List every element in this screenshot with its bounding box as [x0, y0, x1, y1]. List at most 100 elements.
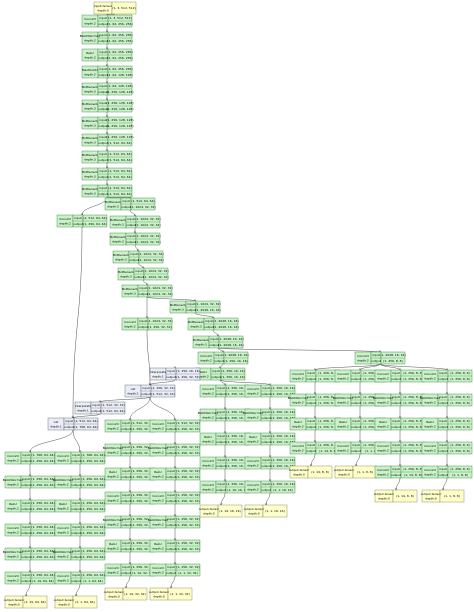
- node-name: BatchNorm2d: [333, 396, 354, 400]
- output-shape: (1, 256, 8, 8): [403, 425, 423, 429]
- output-shape: (1, 256, 16, 16): [271, 440, 294, 444]
- node-name: output-tensor: [244, 507, 265, 511]
- input-label: input: [122, 517, 131, 521]
- output-label: output: [166, 547, 177, 551]
- node-depth: depth:2: [107, 571, 119, 575]
- node-name: output-tensor: [104, 590, 125, 594]
- output-shape: (1, 256, 32, 32): [131, 547, 154, 551]
- output-label: output: [166, 499, 177, 503]
- input-label: input: [439, 443, 448, 447]
- input-label: input: [392, 467, 401, 471]
- node-depth: depth:0: [248, 512, 260, 516]
- output-label: output: [166, 375, 177, 379]
- output-shape: (1, 256, 16, 16): [224, 359, 247, 363]
- input-label: input: [167, 469, 176, 473]
- output-shape: (1, 256, 32, 32): [176, 375, 199, 379]
- input-label: input: [99, 101, 108, 105]
- edge: [137, 262, 144, 269]
- node-name: output-tensor: [54, 598, 75, 602]
- output-label: output: [71, 507, 82, 511]
- output-shape: (1, 256, 16, 16): [226, 392, 249, 396]
- output-label: output: [261, 392, 272, 396]
- input-label: input: [72, 525, 81, 529]
- node-depth: depth:3: [84, 192, 96, 196]
- node-name: BatchNorm2d: [3, 550, 24, 554]
- output-shape: (1, 256, 8, 8): [450, 401, 470, 405]
- shape-cell: [72, 595, 98, 609]
- output-label: output: [121, 547, 132, 551]
- input-shape: (1, 2048, 16, 16): [218, 337, 243, 341]
- output-label: output: [98, 56, 109, 60]
- input-label: input: [262, 482, 271, 486]
- output-label: output: [391, 473, 402, 477]
- output-label: output: [306, 425, 317, 429]
- output-shape: (1, 1, 8, 8): [452, 473, 468, 477]
- node-name: output-tensor: [334, 468, 355, 472]
- input-shape: (1, 256, 8, 8): [403, 395, 423, 399]
- input-label: input: [439, 467, 448, 471]
- edge: [72, 413, 101, 419]
- node-depth: depth:2: [57, 531, 69, 535]
- output-label: output: [98, 141, 109, 145]
- input-shape: (1, 256, 8, 8): [403, 467, 423, 471]
- edge: [212, 329, 219, 337]
- node-depth: depth:2: [377, 449, 389, 453]
- edge: [146, 296, 196, 302]
- input-label: input: [352, 395, 361, 399]
- output-label: output: [306, 401, 317, 405]
- input-label: input: [72, 549, 81, 553]
- node-depth: depth:0: [108, 595, 120, 599]
- input-shape: (1, 256, 16, 16): [271, 482, 294, 486]
- node-depth: depth:3: [84, 107, 96, 111]
- output-shape: (1, 19, 8, 8): [311, 470, 329, 474]
- output-shape: (1, 256, 64, 64): [81, 531, 104, 535]
- output-label: output: [351, 377, 362, 381]
- output-label: output: [64, 425, 75, 429]
- node-depth: depth:2: [424, 401, 436, 405]
- node-depth: depth:2: [7, 579, 19, 583]
- node-name: Conv2d: [292, 372, 304, 376]
- node-name: Conv2d: [377, 444, 389, 448]
- node-name: output-tensor: [4, 598, 25, 602]
- output-shape: (1, 256, 64, 64): [81, 483, 104, 487]
- input-label: input: [372, 353, 381, 357]
- node-name: Conv2d: [7, 526, 19, 530]
- output-shape: (1, 256, 16, 16): [226, 464, 249, 468]
- node-depth: depth:2: [107, 427, 119, 431]
- node-name: interpolate: [75, 404, 92, 408]
- input-label: input: [74, 216, 83, 220]
- edge: [129, 209, 136, 217]
- shape-cell: [262, 504, 288, 518]
- node-name: ReLU: [59, 502, 67, 506]
- output-shape: (1, 256, 32, 32): [176, 499, 199, 503]
- input-shape: (1, 256, 32, 32): [131, 541, 154, 545]
- node-depth: depth:2: [202, 488, 214, 492]
- edge: [129, 396, 151, 421]
- node-name: BatchNorm2d: [373, 396, 394, 400]
- node-name: ReLU: [154, 542, 162, 546]
- edge: [379, 363, 448, 371]
- node-name: ReLU: [379, 420, 387, 424]
- input-label: input: [217, 482, 226, 486]
- input-shape: (1, 1024, 32, 32): [135, 217, 160, 221]
- output-shape: (1, 19, 64, 64): [32, 579, 53, 583]
- node-name: Conv2d: [124, 320, 136, 324]
- node-name: Conv2d: [152, 422, 164, 426]
- node-name: Conv2d: [377, 372, 389, 376]
- node-depth: depth:2: [377, 425, 389, 429]
- input-shape: (1, 256, 32, 32): [151, 386, 174, 390]
- node-depth: depth:0: [293, 473, 305, 477]
- node-depth: depth:2: [292, 425, 304, 429]
- edge: [217, 347, 224, 353]
